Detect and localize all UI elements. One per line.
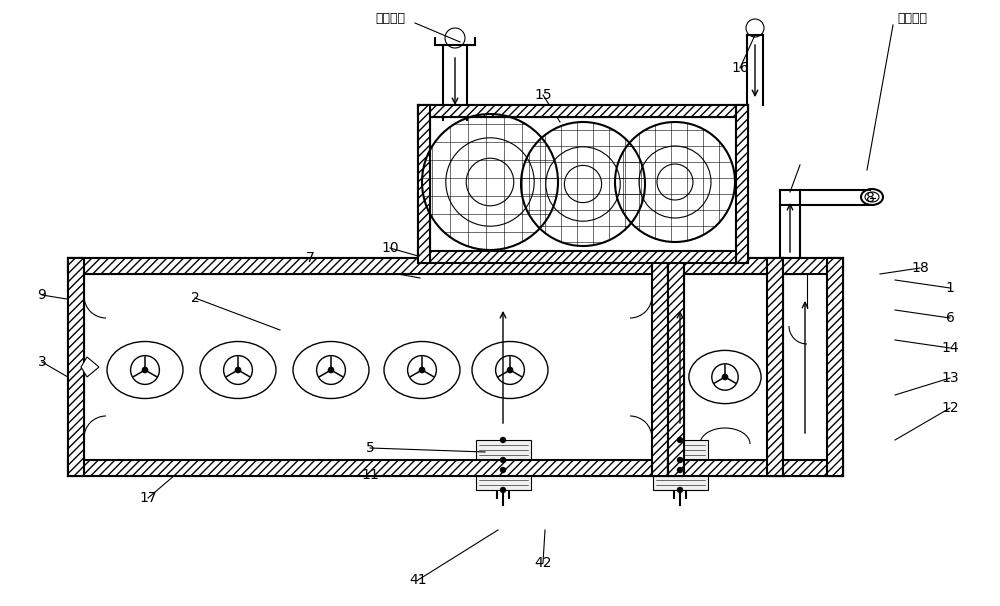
Bar [736, 105, 748, 263]
Bar [653, 470, 708, 490]
Text: 18: 18 [911, 261, 929, 275]
Bar [68, 258, 84, 476]
Text: 12: 12 [941, 401, 959, 415]
Text: 5: 5 [366, 441, 374, 455]
Bar [476, 470, 531, 490]
Bar [476, 440, 531, 460]
Text: 10: 10 [381, 241, 399, 255]
Circle shape [677, 467, 683, 473]
Bar [783, 460, 843, 476]
Text: 8: 8 [866, 191, 874, 205]
Text: 2: 2 [191, 291, 199, 305]
Text: 6: 6 [946, 311, 954, 325]
Bar [68, 258, 668, 274]
Circle shape [677, 487, 683, 493]
Circle shape [142, 367, 148, 373]
Bar [827, 258, 843, 476]
Circle shape [419, 367, 425, 373]
Bar [767, 258, 783, 476]
Circle shape [722, 374, 728, 380]
Text: 7: 7 [306, 251, 314, 265]
Circle shape [507, 367, 513, 373]
Bar [668, 460, 783, 476]
Bar [418, 105, 748, 117]
Text: 9: 9 [38, 288, 46, 302]
Bar [653, 440, 708, 460]
Circle shape [500, 457, 506, 463]
Bar [668, 258, 684, 476]
Text: 11: 11 [361, 468, 379, 482]
Circle shape [500, 467, 506, 473]
Circle shape [235, 367, 241, 373]
Text: 16: 16 [731, 61, 749, 75]
Text: 13: 13 [941, 371, 959, 385]
Text: 15: 15 [534, 88, 552, 102]
Text: 14: 14 [941, 341, 959, 355]
Text: 烟气出口: 烟气出口 [897, 12, 927, 24]
Polygon shape [81, 357, 99, 377]
Bar [68, 460, 668, 476]
Circle shape [500, 437, 506, 443]
Bar [783, 258, 843, 274]
Text: 41: 41 [409, 573, 427, 587]
Circle shape [328, 367, 334, 373]
Bar [418, 105, 430, 263]
Circle shape [677, 457, 683, 463]
Text: 3: 3 [38, 355, 46, 369]
Text: 42: 42 [534, 556, 552, 570]
Text: 1: 1 [946, 281, 954, 295]
Circle shape [677, 437, 683, 443]
Text: 烟气进口: 烟气进口 [375, 12, 405, 24]
Bar [418, 251, 748, 263]
Circle shape [500, 487, 506, 493]
Text: 17: 17 [139, 491, 157, 505]
Bar [652, 258, 668, 476]
Bar [668, 258, 783, 274]
